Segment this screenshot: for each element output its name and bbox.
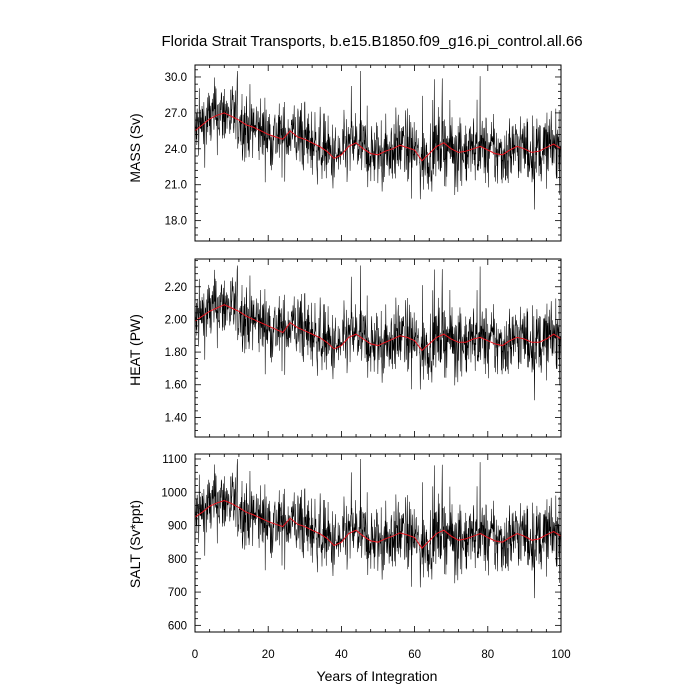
y-tick-label: 1.60: [165, 380, 187, 392]
x-tick-label: 100: [551, 649, 570, 661]
panels-group: 30.0 27.0 24.0 21.0 18.0 MASS (Sv) 2.20 2.00 1.8…: [127, 64, 571, 661]
y-tick-label: 1000: [161, 487, 187, 499]
y-tick-label: 600: [168, 620, 187, 632]
running-mean-line: [195, 304, 561, 352]
y-tick-label: 2.00: [165, 314, 187, 326]
x-axis-label: Years of Integration: [317, 668, 438, 684]
y-tick-label: 1100: [162, 454, 187, 466]
plot-frame: [194, 64, 562, 242]
running-mean-line: [195, 500, 561, 549]
y-tick-label: 1.80: [165, 347, 187, 359]
x-tick-label: 80: [481, 649, 494, 661]
x-tick-label: 40: [335, 649, 348, 661]
x-tick-label: 20: [262, 649, 275, 661]
monthly-series-line: [195, 70, 561, 210]
x-tick-label: 60: [408, 649, 421, 661]
y-tick-label: 700: [168, 587, 187, 599]
y-axis-label: MASS (Sv): [127, 113, 143, 182]
x-tick-labels: 0 20 40 60 80 100: [192, 649, 571, 661]
y-tick-label: 30.0: [165, 72, 187, 84]
panel-2: 2.20 2.00 1.80 1.60 1.40 HEAT (PW): [127, 258, 562, 438]
plot-frame: [194, 453, 562, 633]
monthly-series-line: [195, 265, 561, 401]
y-tick-label: 18.0: [165, 216, 187, 228]
y-tick-label: 21.0: [165, 180, 187, 192]
y-tick-label: 27.0: [165, 108, 187, 120]
panel-3: 1100 1000 900 800 700 600 SALT (Sv*ppt): [127, 453, 562, 633]
running-mean-line: [195, 112, 561, 162]
y-axis-label: SALT (Sv*ppt): [127, 500, 143, 588]
y-tick-label: 1.40: [165, 412, 187, 424]
chart-title: Florida Strait Transports, b.e15.B1850.f…: [161, 33, 582, 50]
y-tick-label: 900: [168, 521, 187, 533]
plot-frame: [194, 258, 562, 438]
y-tick-label: 2.20: [165, 282, 187, 294]
y-tick-label: 24.0: [165, 144, 187, 156]
y-tick-label: 800: [168, 554, 187, 566]
monthly-series-line: [195, 458, 561, 599]
x-tick-label: 0: [192, 649, 198, 661]
panel-1: 30.0 27.0 24.0 21.0 18.0 MASS (Sv): [127, 64, 562, 242]
y-axis-label: HEAT (PW): [127, 314, 143, 386]
